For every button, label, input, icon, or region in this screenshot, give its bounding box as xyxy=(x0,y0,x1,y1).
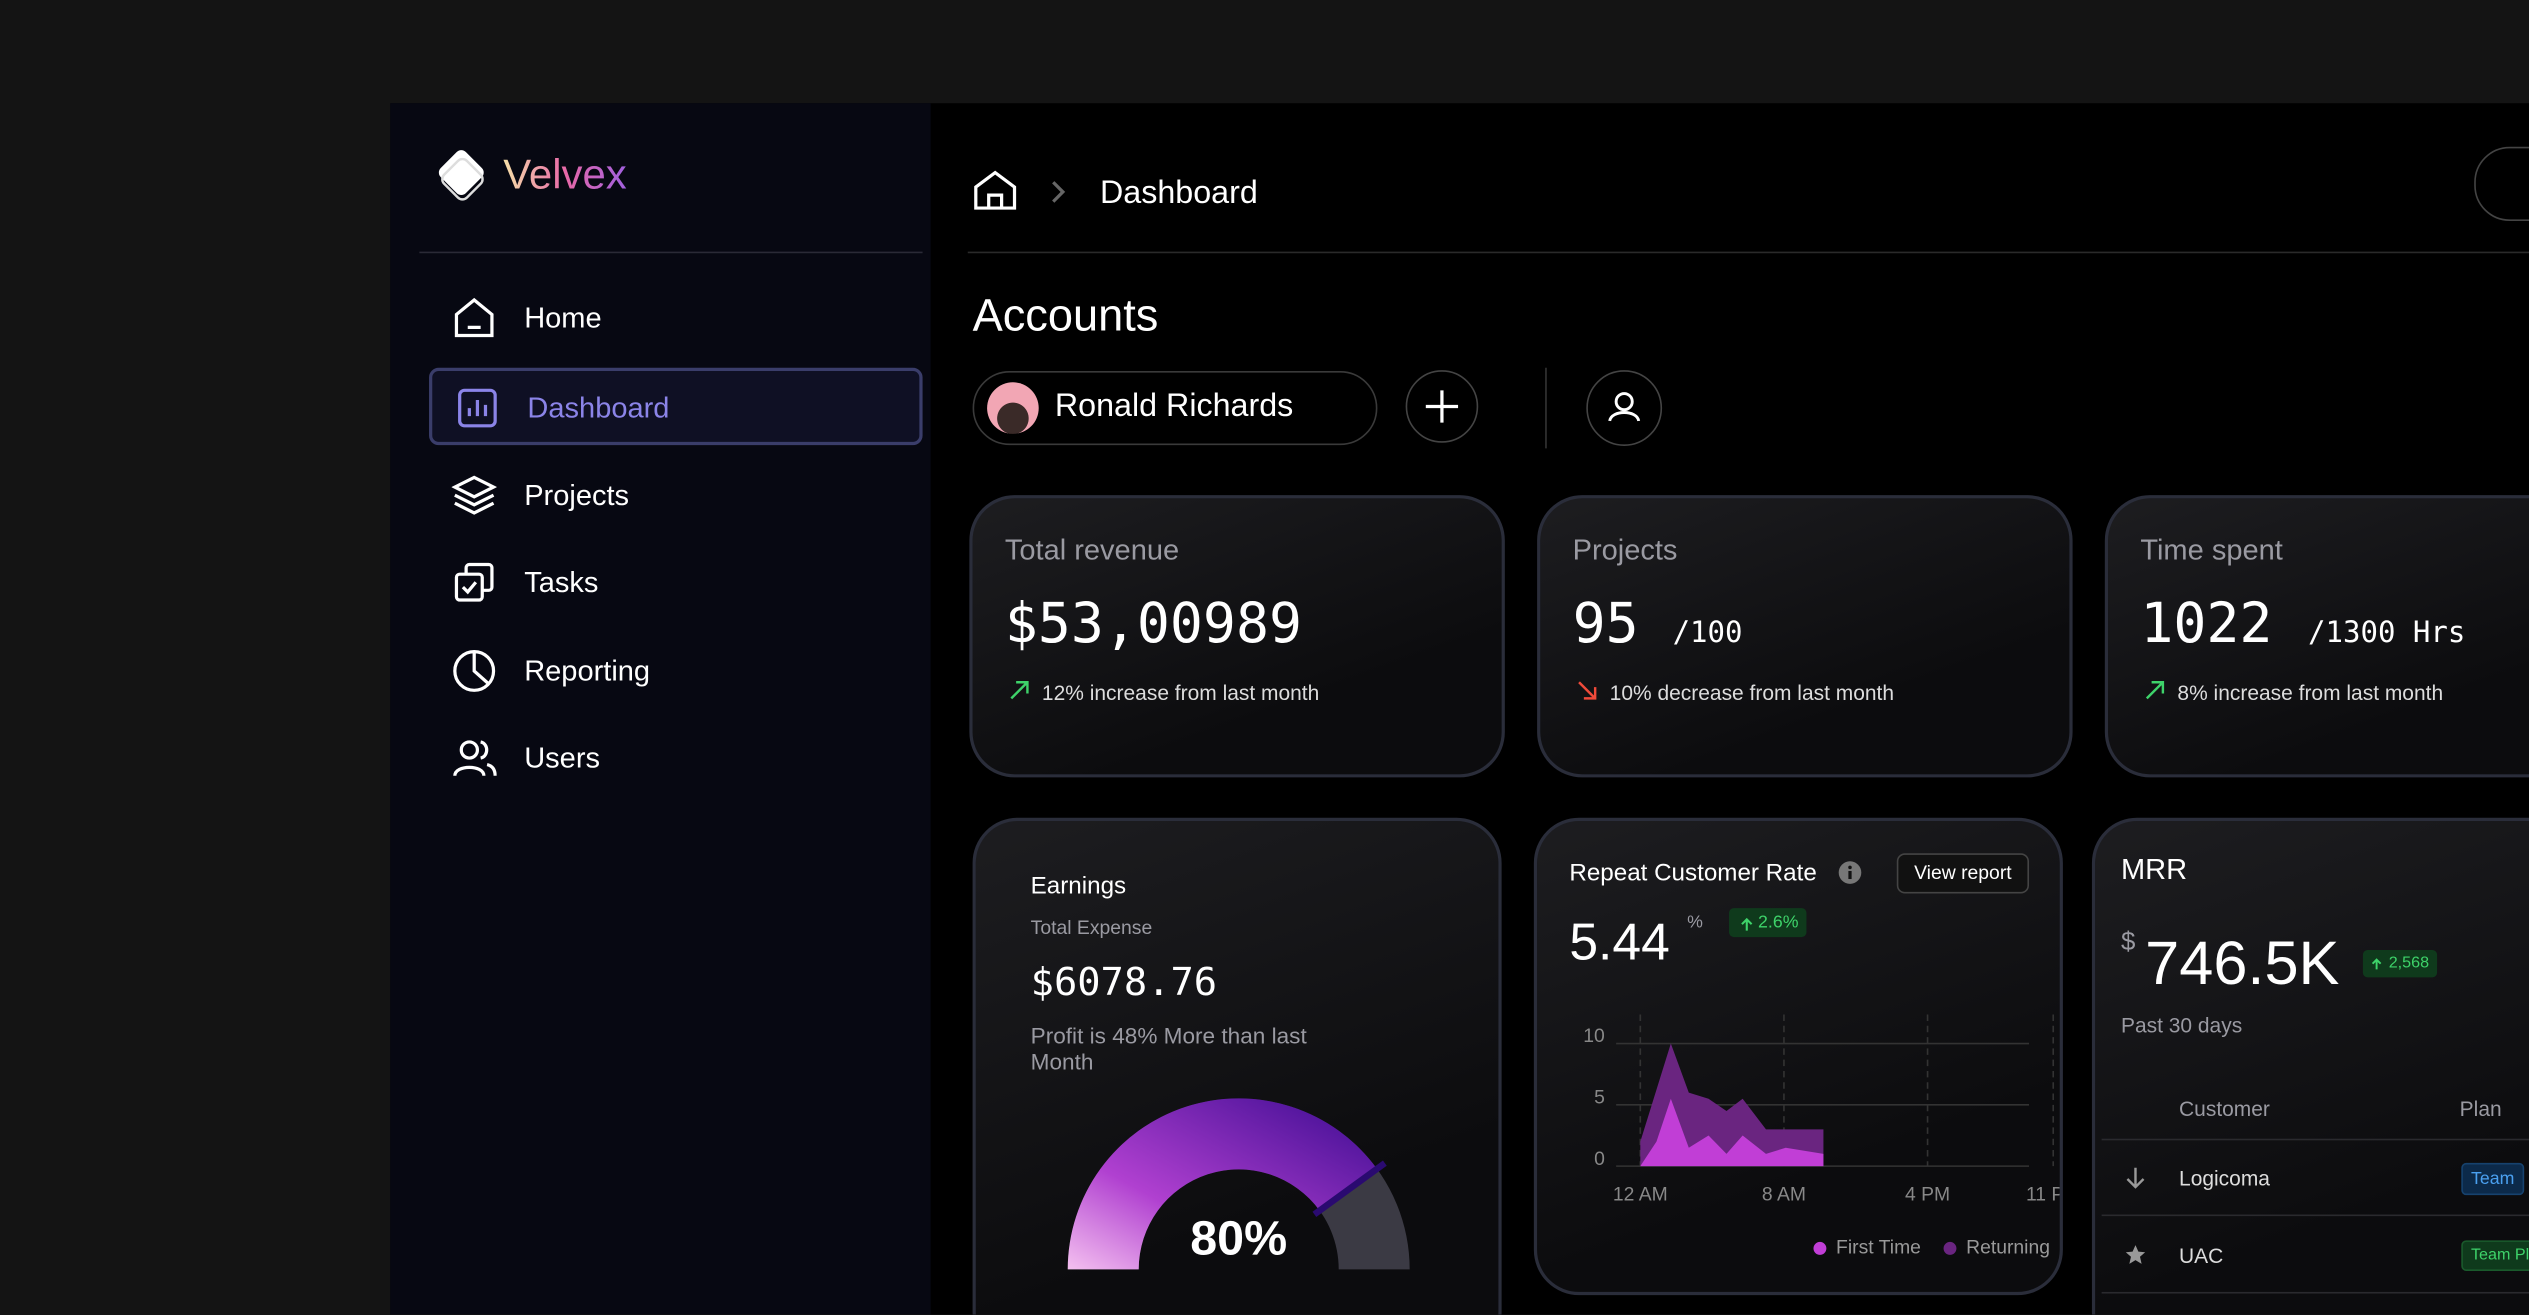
period: Past 30 days xyxy=(2120,1012,2243,1038)
x-tick-label: 12 AM xyxy=(1613,1183,1668,1205)
y-tick-label: 0 xyxy=(1594,1148,1605,1170)
x-tick-label: 8 AM xyxy=(1762,1183,1806,1205)
area xyxy=(1640,1043,1824,1167)
account-pill[interactable]: Ronald Richards xyxy=(972,370,1378,446)
stat-card: Total revenue $53,00989 12% increase from … xyxy=(969,495,1505,778)
stat-title: Time spent xyxy=(2140,533,2283,567)
up-arrow xyxy=(1741,917,1753,931)
change-badge: 2.6% xyxy=(1729,908,1807,938)
arrow xyxy=(2145,681,2165,700)
nav-item[interactable]: Reporting xyxy=(429,634,923,708)
add-button[interactable] xyxy=(1405,369,1479,443)
trend-arrow xyxy=(1010,681,1029,700)
row-icon xyxy=(2125,1245,2146,1264)
stat-card: Time spent 1022/1300 Hrs 8% increase from … xyxy=(2104,495,2529,778)
nav-item[interactable]: Home xyxy=(429,281,923,355)
change-badge: 2,568 xyxy=(2362,949,2438,978)
chevron xyxy=(1052,181,1066,203)
trend-arrow xyxy=(1578,681,1597,700)
account-name: Ronald Richards xyxy=(1054,388,1294,425)
nav-item[interactable]: Tasks xyxy=(429,545,923,619)
legend-swatch xyxy=(1813,1241,1827,1255)
area xyxy=(1640,1098,1824,1167)
gauge-label: 80% xyxy=(1190,1212,1287,1266)
y-tick-label: 5 xyxy=(1594,1086,1605,1108)
card-title: Earnings xyxy=(1030,872,1127,900)
view-report-button[interactable]: View report xyxy=(1896,853,2030,894)
card-subtitle: Total Expense xyxy=(1030,916,1153,939)
customer: Logicoma xyxy=(2179,1166,2270,1191)
arrow xyxy=(1010,681,1029,700)
divider xyxy=(1545,367,1547,449)
amount: $6078.76 xyxy=(1030,959,1218,1005)
card-title: MRR xyxy=(2120,853,2188,886)
y-tick-label: 10 xyxy=(1583,1025,1605,1047)
brand: Velvex xyxy=(503,149,627,199)
row-divider xyxy=(2101,1291,2529,1294)
trend-arrow xyxy=(2145,681,2165,700)
customer: UAC xyxy=(2179,1243,2224,1268)
rate: 5.44 xyxy=(1569,912,1670,971)
divider xyxy=(419,251,923,254)
logo xyxy=(438,150,484,201)
user-button[interactable] xyxy=(1585,369,1663,446)
home-icon[interactable] xyxy=(971,168,1019,213)
stat-title: Projects xyxy=(1572,533,1678,567)
info-icon[interactable] xyxy=(1837,860,1863,886)
stat-value: 1022 xyxy=(2140,591,2273,657)
repeat-card: Repeat Customer Rate View report 5.44 % … xyxy=(1533,817,2063,1296)
mrr-value: 746.5K xyxy=(2145,930,2340,999)
gauge-needle xyxy=(1312,1160,1387,1217)
card-title: Repeat Customer Rate xyxy=(1569,859,1817,888)
rate-unit: % xyxy=(1687,912,1703,933)
section-title: Accounts xyxy=(972,290,1159,341)
row-icon xyxy=(2126,1167,2145,1189)
nav-label: Tasks xyxy=(524,566,599,599)
gauge: 80% xyxy=(1067,1098,1410,1270)
stat-change: 12% increase from last month xyxy=(1041,680,1320,705)
nav-label: Projects xyxy=(524,479,630,512)
arrow xyxy=(1578,681,1597,700)
legend-label: First Time xyxy=(1836,1236,1921,1258)
stat-change: 10% decrease from last month xyxy=(1609,680,1895,705)
nav-item-active[interactable]: Dashboard xyxy=(429,367,923,446)
nav-label: Users xyxy=(524,741,601,775)
nav-label: Home xyxy=(524,301,602,334)
stat-value: 95 xyxy=(1572,591,1639,657)
plan-badge: Team xyxy=(2461,1162,2525,1196)
column-header: Customer xyxy=(2179,1096,2270,1121)
gauge-fill xyxy=(1067,1098,1378,1270)
column-header: Plan xyxy=(2459,1096,2502,1121)
x-tick-label: 11 PM xyxy=(2026,1183,2060,1205)
row-divider xyxy=(2101,1214,2529,1217)
x-tick-label: 4 PM xyxy=(1905,1183,1950,1205)
nav-item[interactable]: Projects xyxy=(429,458,923,532)
avatar xyxy=(987,382,1039,434)
stat-unit: /1300 Hrs xyxy=(2308,616,2466,650)
divider xyxy=(967,251,2529,254)
nav-label: Reporting xyxy=(524,654,651,688)
legend-swatch xyxy=(1943,1241,1957,1255)
mrr-card: MRR $ 746.5K 2,568 Past 30 days Customer… xyxy=(2091,817,2529,1315)
stat-card: Projects 95/100 10% decrease from last mon… xyxy=(1537,495,2073,778)
legend-label: Returning xyxy=(1966,1236,2050,1258)
stat-unit: /100 xyxy=(1672,616,1743,650)
header-control[interactable] xyxy=(2474,146,2529,221)
earnings-card: Earnings Total Expense $6078.76 Profit i… xyxy=(972,817,1502,1315)
up-arrow xyxy=(2371,958,2382,970)
nav-item[interactable]: Users xyxy=(429,721,923,795)
plan-badge: Team Pl xyxy=(2461,1240,2529,1271)
currency: $ xyxy=(2120,929,2136,957)
breadcrumb: Dashboard xyxy=(1099,175,1258,212)
stat-change: 8% increase from last month xyxy=(2177,680,2444,705)
row-divider xyxy=(2101,1138,2529,1141)
nav-label: Dashboard xyxy=(527,391,670,425)
stat-value: $53,00989 xyxy=(1004,591,1302,657)
note: Profit is 48% More than last Month xyxy=(1030,1022,1307,1075)
stat-title: Total revenue xyxy=(1004,533,1180,567)
chart: 0 5 10 12 AM 8 AM 4 PM 11 PM Returning First Tim… xyxy=(1583,1014,2060,1258)
